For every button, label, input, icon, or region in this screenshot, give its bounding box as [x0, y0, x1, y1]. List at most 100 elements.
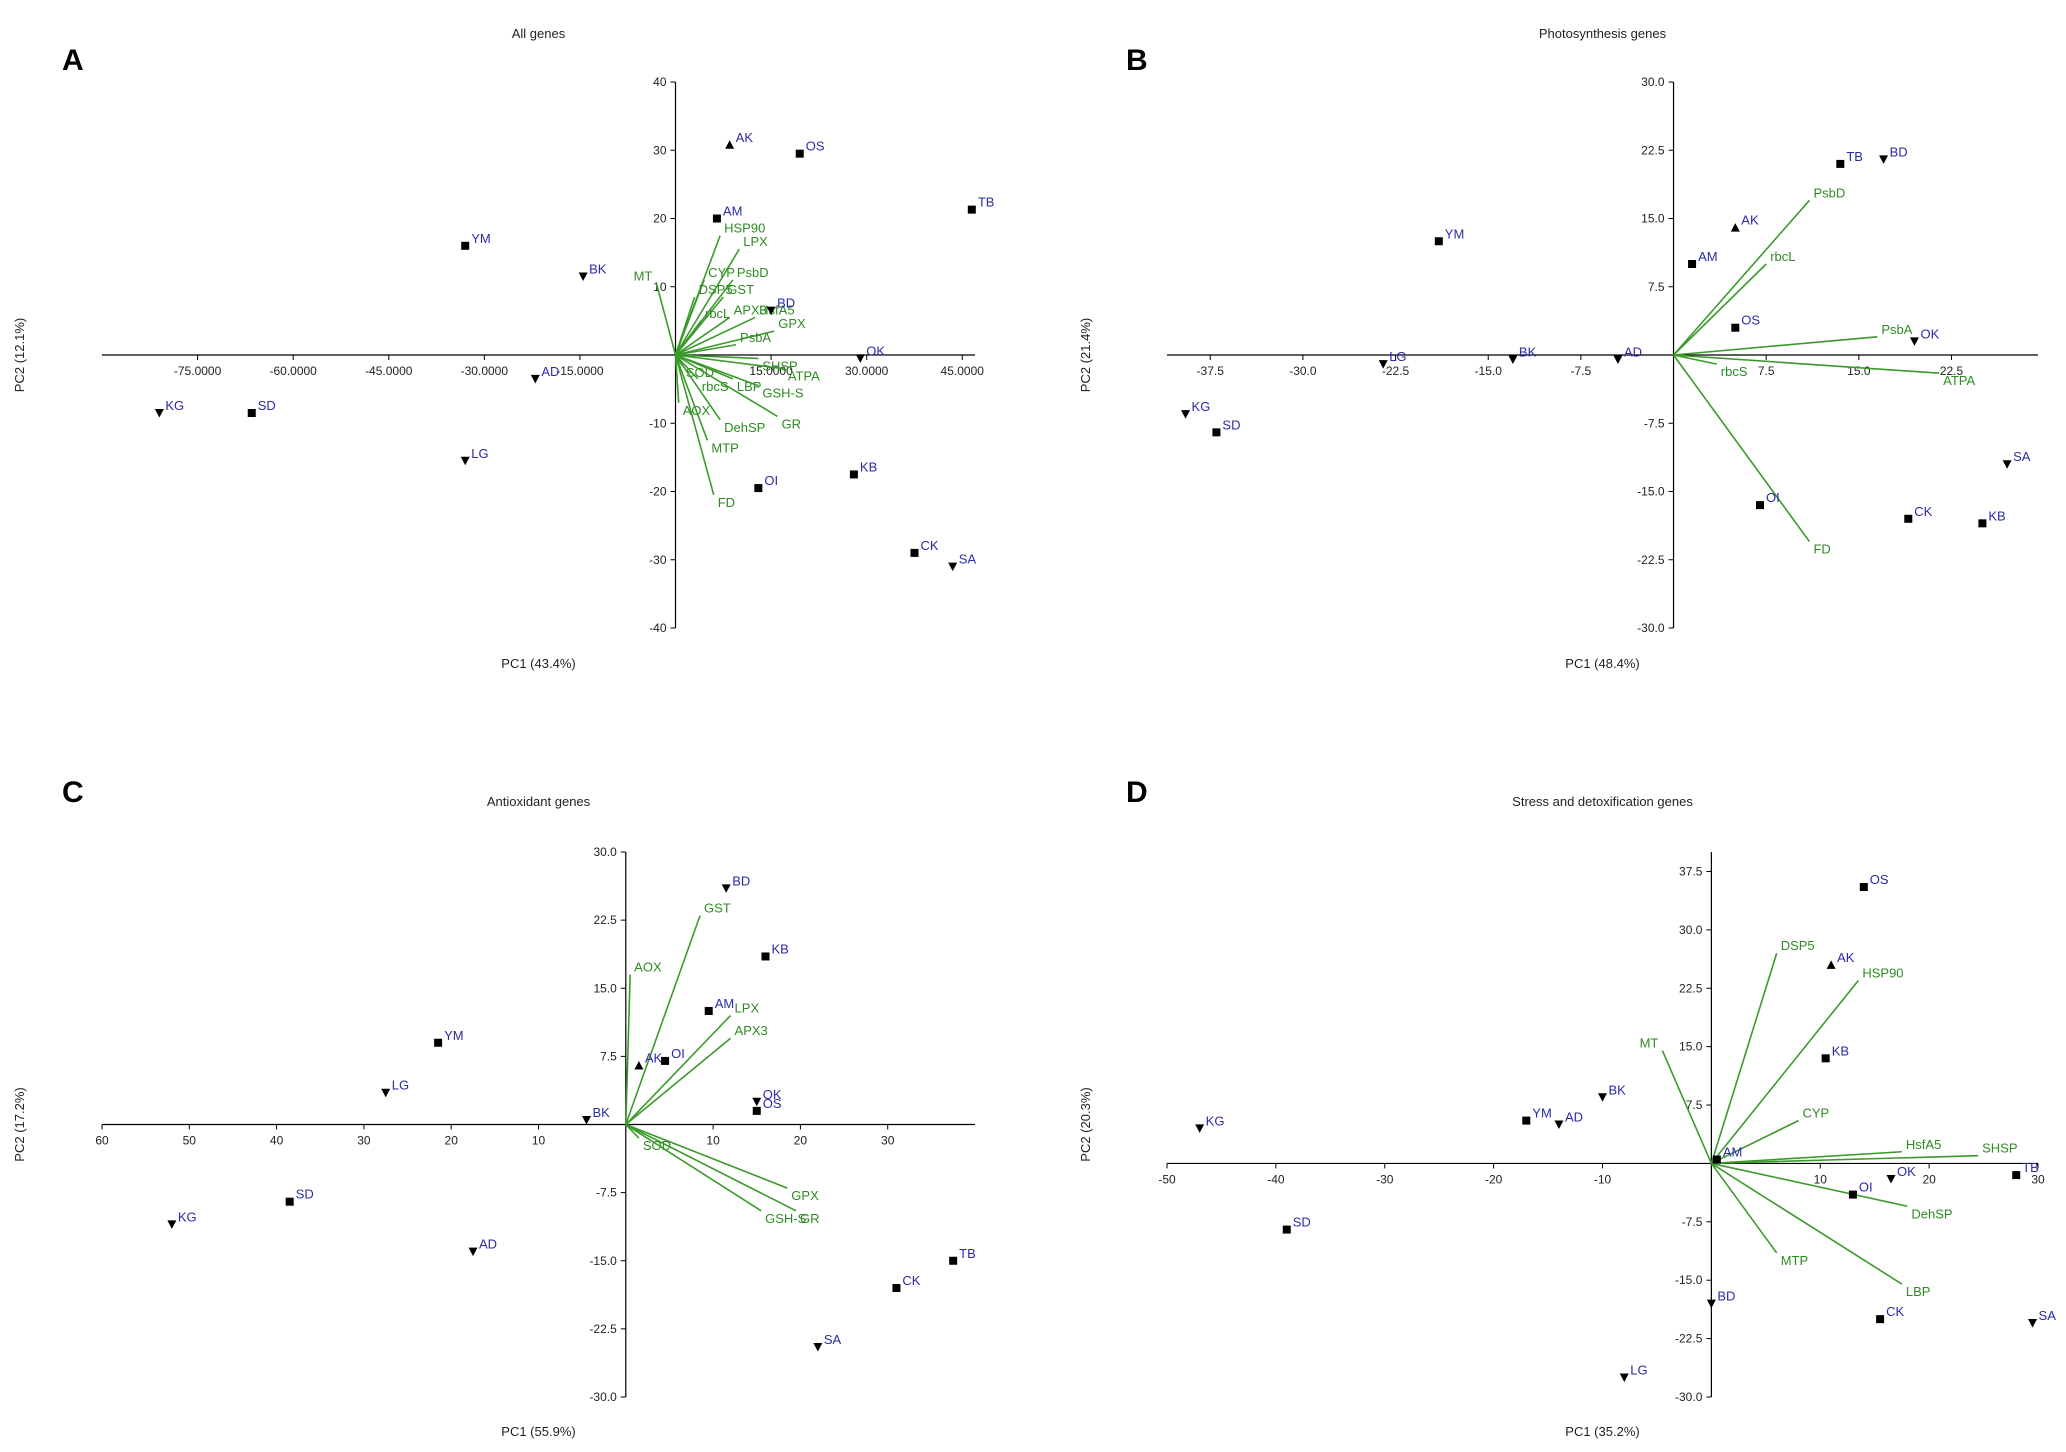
point-marker-bk	[578, 272, 588, 282]
loading-vector-mtp	[674, 354, 709, 441]
y-tick-label: 30.0	[593, 845, 617, 859]
loading-vector-mtp	[1710, 1162, 1778, 1254]
point-label: AK	[645, 1050, 663, 1065]
point-marker-bk	[582, 1115, 592, 1125]
y-tick-label: 30.0	[1679, 923, 1703, 937]
y-tick-label: 22.5	[593, 913, 617, 927]
loading-label: ATPA	[788, 369, 820, 384]
point-label: OS	[1741, 313, 1760, 328]
loading-vector-gsh-s	[675, 354, 759, 387]
x-tick-label: 30	[2031, 1172, 2045, 1186]
point-label: OK	[763, 1087, 782, 1102]
point-marker-os	[1731, 323, 1740, 332]
loading-label: SOD	[686, 365, 714, 380]
loading-label: HsfA5	[759, 302, 794, 317]
loading-label: PsbA	[1881, 322, 1912, 337]
panel-d: D Stress and detoxification genes -50 -40 -3…	[1078, 776, 2056, 1439]
loading-label: GSH-S	[765, 1211, 807, 1226]
y-tick-label: 40	[653, 75, 667, 89]
loading-vector-lbp	[1710, 1162, 1903, 1285]
point-marker-sd	[247, 409, 256, 418]
point-marker-bd	[766, 306, 776, 316]
loading-vector-shsp	[1711, 1154, 1979, 1165]
loading-vector-cyp	[1711, 1119, 1799, 1165]
point-marker-ak	[1826, 960, 1836, 969]
x-tick-label: -37.5	[1197, 364, 1225, 378]
x-tick-label: -15.0	[1475, 364, 1503, 378]
point-marker-tb	[967, 205, 976, 214]
panel-title: Photosynthesis genes	[1539, 26, 1667, 41]
y-tick-label: 20	[653, 212, 667, 226]
loading-label: rbcL	[1770, 249, 1795, 264]
loading-label: GST	[704, 901, 731, 916]
loading-vector-aox	[625, 974, 631, 1125]
y-tick-label: -15.0	[589, 1254, 617, 1268]
loading-label: CYP	[708, 265, 735, 280]
loading-label: LBP	[1906, 1284, 1931, 1299]
y-tick-label: -7.5	[1644, 416, 1665, 430]
point-label: BD	[777, 296, 795, 311]
point-marker-sd	[1212, 428, 1221, 437]
loading-label: MTP	[711, 440, 738, 455]
loading-vector-aox	[674, 354, 680, 403]
point-marker-kg	[1181, 410, 1191, 419]
point-marker-ak	[725, 140, 735, 149]
point-label: OK	[1897, 1164, 1916, 1179]
loading-label: FD	[718, 495, 735, 510]
point-label: SD	[1222, 417, 1240, 432]
x-tick-label: -30.0	[1289, 364, 1317, 378]
panel-title: Stress and detoxification genes	[1512, 794, 1693, 809]
loading-vector-rbcs	[674, 354, 699, 380]
point-label: YM	[1532, 1106, 1552, 1121]
point-marker-ym	[1522, 1116, 1531, 1125]
point-marker-ak	[1730, 223, 1740, 232]
x-tick-label: 10	[532, 1134, 546, 1148]
x-axis-title: PC1 (35.2%)	[1565, 1424, 1639, 1439]
loading-label: HSP90	[1862, 965, 1903, 980]
x-tick-label: -15.0000	[556, 364, 604, 378]
point-label: OK	[1920, 326, 1939, 341]
loading-label: rbcS	[1721, 364, 1748, 379]
point-label: CK	[920, 538, 938, 553]
y-tick-label: 7.5	[1648, 280, 1665, 294]
point-label: BD	[1890, 144, 1908, 159]
loading-vector-apx3	[625, 1037, 732, 1126]
y-tick-label: -30.0	[589, 1390, 617, 1404]
point-label: LG	[392, 1078, 409, 1093]
x-tick-label: -7.5	[1571, 364, 1592, 378]
point-marker-bk	[1598, 1093, 1607, 1102]
point-label: SD	[258, 398, 276, 413]
x-tick-label: 15.0000	[749, 364, 793, 378]
loading-label: GST	[727, 282, 754, 297]
point-label: OS	[806, 139, 825, 154]
y-tick-label: 37.5	[1679, 864, 1703, 878]
point-marker-ym	[1434, 237, 1443, 246]
point-marker-tb	[1836, 159, 1845, 168]
point-label: BK	[589, 262, 607, 277]
point-label: BK	[1519, 345, 1537, 360]
point-label: AD	[541, 364, 559, 379]
point-marker-kb	[761, 952, 770, 961]
point-marker-ok	[1886, 1175, 1896, 1184]
loading-vector-psba	[675, 343, 737, 356]
point-label: AK	[1837, 950, 1855, 965]
loading-label: PsbA	[740, 330, 771, 345]
point-marker-am	[1712, 1155, 1721, 1164]
loading-vector-gsh-s	[625, 1123, 762, 1212]
point-label: AD	[1565, 1110, 1583, 1125]
x-tick-label: -45.0000	[365, 364, 413, 378]
panel-letter: A	[62, 44, 84, 77]
x-tick-label: 20	[1922, 1172, 1936, 1186]
y-tick-label: 10	[653, 280, 667, 294]
y-tick-label: 22.5	[1641, 143, 1665, 157]
loading-label: ATPA	[1943, 373, 1975, 388]
y-tick-label: 30.0	[1641, 75, 1665, 89]
point-marker-lg	[381, 1088, 391, 1098]
point-marker-os	[1859, 883, 1868, 892]
point-marker-kg	[154, 409, 164, 418]
y-tick-label: 7.5	[1686, 1098, 1703, 1112]
x-tick-label: -10	[1594, 1172, 1612, 1186]
loading-vector-shsp	[675, 354, 759, 360]
point-marker-sa	[2028, 1319, 2038, 1328]
